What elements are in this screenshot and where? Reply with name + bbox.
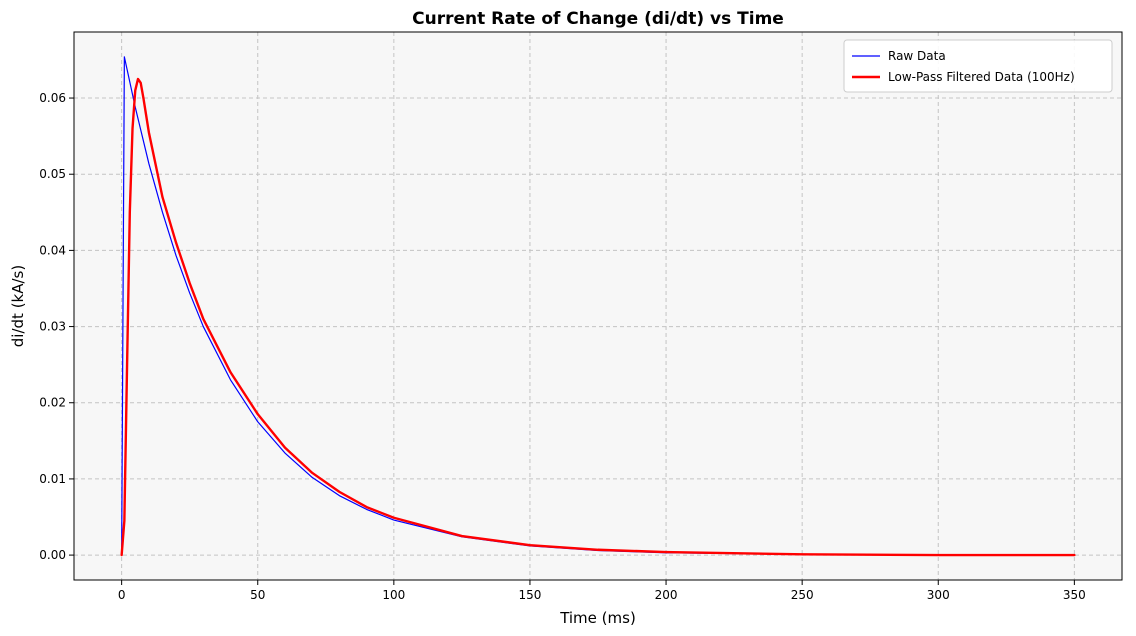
grid xyxy=(74,32,1122,580)
y-tick-label: 0.01 xyxy=(39,472,66,486)
y-tick-label: 0.03 xyxy=(39,320,66,334)
legend: Raw Data Low-Pass Filtered Data (100Hz) xyxy=(843,39,1113,93)
series-layer xyxy=(120,56,1076,557)
x-tick-label: 300 xyxy=(927,588,950,602)
legend-label: Raw Data xyxy=(888,49,946,63)
chart-title: Current Rate of Change (di/dt) vs Time xyxy=(412,9,784,29)
x-axis: 0 50 100 150 200 250 300 350 xyxy=(118,580,1086,602)
plot-frame xyxy=(73,31,1123,581)
x-tick-label: 100 xyxy=(382,588,405,602)
x-axis-title: Time (ms) xyxy=(559,609,636,627)
y-axis-title: di/dt (kA/s) xyxy=(9,265,27,347)
y-tick-label: 0.02 xyxy=(39,396,66,410)
x-tick-label: 0 xyxy=(118,588,126,602)
y-tick-label: 0.06 xyxy=(39,91,66,105)
x-tick-label: 50 xyxy=(250,588,265,602)
x-tick-label: 250 xyxy=(791,588,814,602)
plot-area xyxy=(74,32,1122,580)
y-tick-label: 0.04 xyxy=(39,243,66,257)
x-tick-label: 150 xyxy=(518,588,541,602)
legend-box xyxy=(843,39,1113,93)
y-tick-label: 0.05 xyxy=(39,167,66,181)
y-axis: 0.00 0.01 0.02 0.03 0.04 0.05 0.06 xyxy=(39,91,74,562)
x-tick-label: 350 xyxy=(1063,588,1086,602)
series-line-2 xyxy=(120,77,1076,557)
x-tick-label: 200 xyxy=(655,588,678,602)
legend-label: Low-Pass Filtered Data (100Hz) xyxy=(888,70,1075,84)
y-tick-label: 0.00 xyxy=(39,548,66,562)
